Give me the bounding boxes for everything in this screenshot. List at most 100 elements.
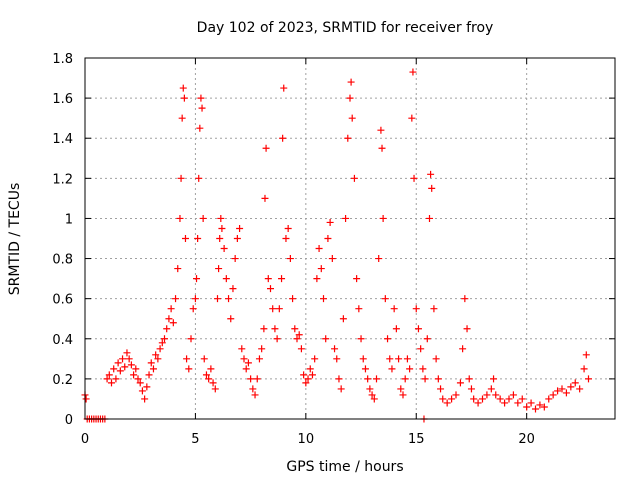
data-point [207,365,215,373]
data-point [220,245,228,253]
data-point [242,365,250,373]
data-point [326,218,334,226]
data-point [474,399,482,407]
data-point [214,295,221,303]
data-point [176,214,184,222]
data-point [278,275,286,283]
data-point [255,355,263,363]
data-point [397,385,405,393]
data-point [103,375,111,383]
data-point [286,255,294,263]
data-point [342,214,350,222]
data-point [264,275,272,283]
data-point [328,255,336,263]
x-axis-label: GPS time / hours [286,459,403,475]
data-point [222,275,230,283]
data-point [501,399,509,407]
data-point [169,319,177,327]
data-point [523,403,531,411]
data-point [300,371,308,379]
data-point [421,375,429,383]
data-point [483,391,491,399]
data-point [335,375,343,383]
data-point [467,385,475,393]
data-point [229,285,237,293]
data-point [284,224,292,232]
data-point [273,335,281,343]
data-point [406,365,414,373]
data-point [121,363,129,371]
data-point [373,375,380,383]
data-point [225,295,233,303]
data-point [141,395,149,403]
data-point [313,275,321,283]
data-point [487,385,495,393]
data-point [196,124,204,132]
data-point [191,295,199,303]
data-point [470,395,478,403]
data-point [417,345,425,353]
data-point [580,365,588,373]
data-point [187,335,195,343]
data-point [236,224,244,232]
data-point [410,174,418,182]
data-point [585,375,592,383]
data-point [434,375,442,383]
data-point [448,395,456,403]
data-point [289,295,297,303]
data-point [125,355,133,363]
data-point [267,285,274,293]
data-point [105,371,113,379]
x-tick-label: 0 [81,432,89,447]
data-point [269,305,277,313]
data-point [308,371,316,379]
data-point [377,126,385,134]
data-point [545,395,553,403]
data-point [181,235,189,242]
data-point [401,375,409,383]
data-point [189,305,197,313]
data-point [492,391,500,399]
data-point [185,365,193,373]
data-point [355,305,363,313]
x-tick-labels: 0 5 10 15 20 [81,432,535,447]
data-point [395,355,403,363]
data-point [172,295,180,303]
data-point [240,355,248,363]
data-point [428,184,436,192]
data-point [509,391,517,399]
data-point [392,325,400,333]
data-point [258,345,266,353]
data-point [138,387,146,395]
data-point [496,395,504,403]
data-point [315,245,323,253]
data-point [384,335,392,343]
data-point [456,379,464,387]
data-point [209,379,217,387]
data-point [143,383,151,391]
data-point [306,365,314,373]
data-point [215,265,223,273]
y-tick-label: 1.4 [52,132,73,147]
data-point [409,68,417,76]
data-point [439,395,447,403]
data-point [145,371,153,379]
data-point [216,235,224,242]
data-point [375,255,383,263]
data-point [130,371,138,379]
y-tick-label: 0.8 [52,253,73,268]
data-point [247,375,255,383]
data-point [536,401,544,409]
data-point [279,134,287,142]
data-point [381,295,389,303]
data-point [251,391,259,399]
plot-frame [84,57,616,420]
data-point [540,403,548,411]
data-point [465,375,473,383]
data-point [412,305,420,313]
data-point [280,84,288,92]
data-point [156,345,164,353]
data-point [432,355,440,363]
data-point [311,355,319,363]
data-point [317,265,325,273]
